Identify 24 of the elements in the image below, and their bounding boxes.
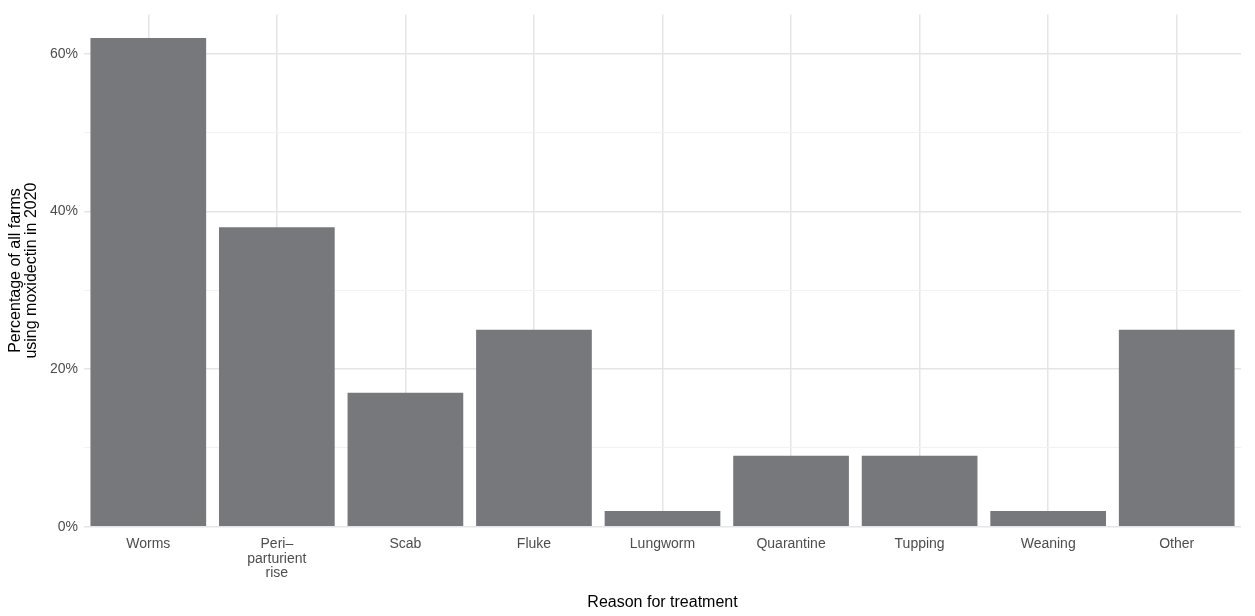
- bar: [219, 227, 335, 526]
- y-tick-label: 0%: [57, 517, 79, 534]
- x-tick-label: Fluke: [516, 534, 552, 551]
- y-axis-title: Percentage of all farms using moxidectin in 2020: [6, 182, 40, 359]
- bar: [1118, 329, 1235, 526]
- y-tick-label: 60%: [49, 44, 79, 61]
- bar: [990, 510, 1107, 526]
- x-tick-label: Scab: [389, 534, 422, 551]
- bar: [476, 329, 592, 526]
- x-tick-label: Tupping: [894, 534, 945, 551]
- bar: [347, 392, 464, 526]
- x-tick-label: Weaning: [1020, 534, 1076, 551]
- x-tick-label: Other: [1159, 534, 1195, 551]
- x-tick-label: Quarantine: [756, 534, 826, 551]
- bar: [733, 455, 849, 526]
- x-tick-label: Lungworm: [629, 534, 696, 551]
- bar: [90, 38, 207, 526]
- y-tick-label: 20%: [49, 359, 79, 376]
- bar: [604, 510, 721, 526]
- x-axis-title: Reason for treatment: [587, 592, 739, 610]
- x-tick-label: Peri– parturient rise: [247, 534, 307, 581]
- bar: [861, 455, 978, 526]
- y-tick-label: 40%: [49, 202, 79, 219]
- x-tick-label: Worms: [126, 534, 171, 551]
